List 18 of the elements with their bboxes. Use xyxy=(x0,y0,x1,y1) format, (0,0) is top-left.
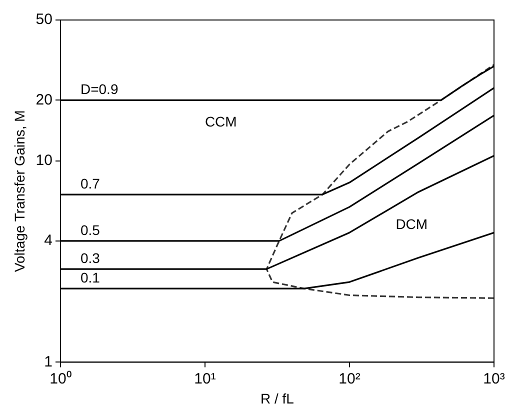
x-tick-label: 10² xyxy=(338,370,360,388)
annotation: CCM xyxy=(204,114,237,130)
series-label: 0.1 xyxy=(80,269,100,286)
series-label: 0.5 xyxy=(80,222,100,238)
series-label: 0.7 xyxy=(80,175,100,192)
x-tick-label: 10³ xyxy=(483,370,505,388)
y-tick-label: 20 xyxy=(36,91,52,108)
series-label: D=0.9 xyxy=(80,81,118,98)
x-axis-title: R / fL xyxy=(260,390,294,406)
x-tick-label: 10⁰ xyxy=(50,370,72,388)
annotation: DCM xyxy=(396,216,428,232)
x-tick-label: 10¹ xyxy=(194,370,216,388)
y-tick-label: 10 xyxy=(36,152,52,169)
series-label: 0.3 xyxy=(80,250,100,266)
y-tick-label: 1 xyxy=(44,353,52,370)
y-tick-label: 4 xyxy=(44,232,52,250)
y-tick-label: 50 xyxy=(36,11,52,28)
y-axis-title: Voltage Transfer Gains, M xyxy=(11,110,28,272)
